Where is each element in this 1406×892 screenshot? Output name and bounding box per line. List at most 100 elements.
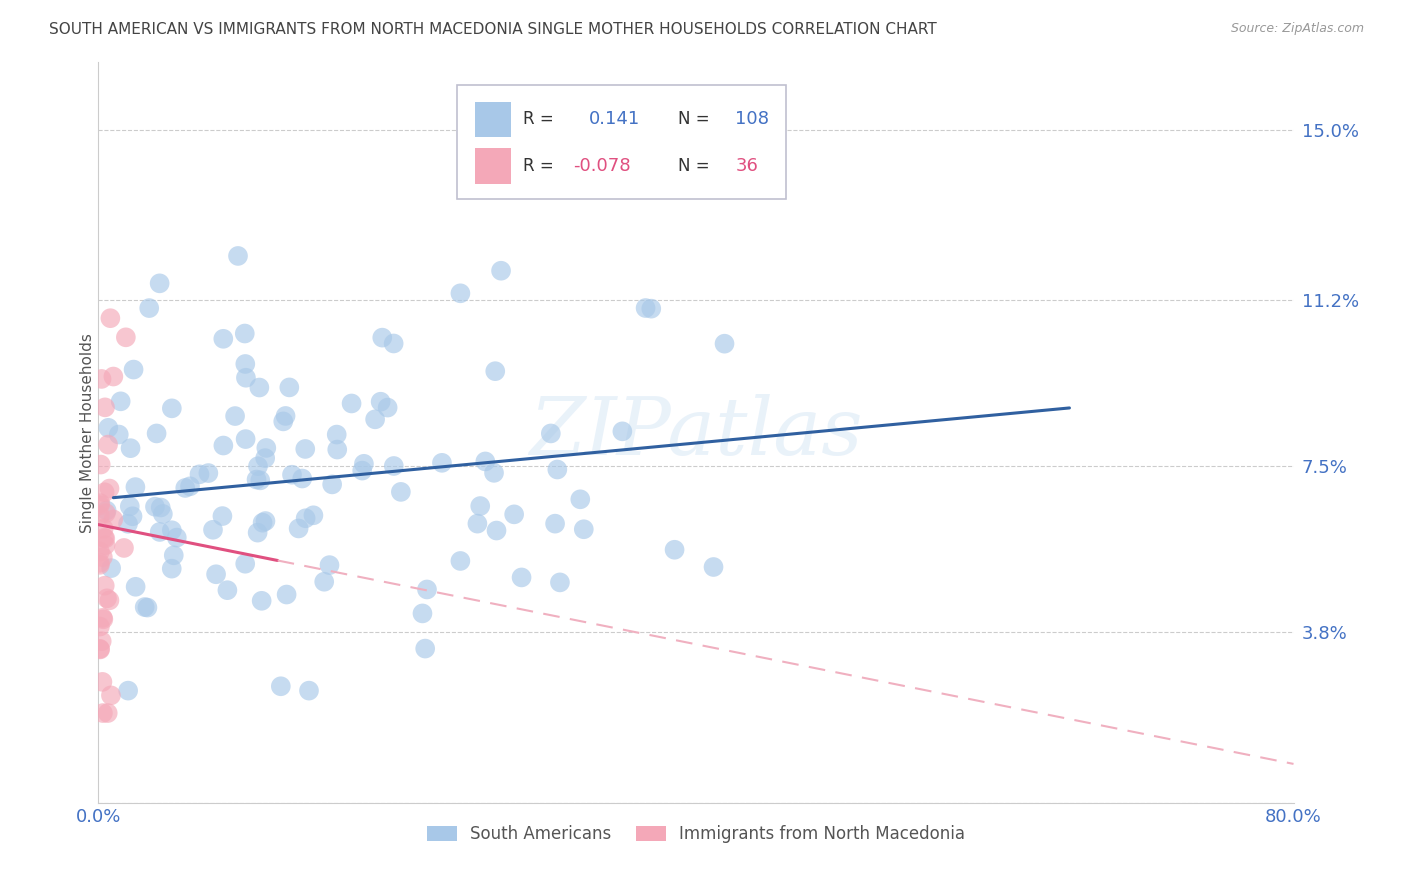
Point	[352, 464, 374, 478]
Point	[145, 426, 167, 441]
Point	[287, 521, 309, 535]
Point	[548, 575, 571, 590]
Point	[377, 401, 399, 415]
Point	[467, 516, 489, 531]
Point	[634, 301, 657, 315]
Point	[97, 437, 120, 451]
Point	[572, 522, 595, 536]
Text: Source: ZipAtlas.com: Source: ZipAtlas.com	[1230, 22, 1364, 36]
Point	[160, 561, 183, 575]
Point	[93, 531, 115, 545]
Point	[134, 600, 156, 615]
FancyBboxPatch shape	[457, 85, 786, 200]
Point	[370, 394, 392, 409]
Point	[382, 336, 405, 351]
Point	[291, 471, 314, 485]
Point	[540, 426, 562, 441]
Point	[91, 674, 114, 689]
Point	[89, 498, 111, 512]
Point	[124, 480, 146, 494]
Point	[416, 582, 439, 597]
Point	[281, 467, 304, 482]
Point	[91, 550, 114, 565]
Point	[163, 549, 186, 563]
Point	[246, 525, 269, 540]
Point	[179, 479, 201, 493]
Bar	[475, 148, 510, 184]
Point	[474, 454, 496, 468]
Point	[124, 580, 146, 594]
Point	[544, 516, 567, 531]
Point	[271, 414, 294, 428]
Point	[149, 500, 172, 515]
Point	[276, 588, 298, 602]
Point	[233, 357, 256, 371]
Text: R =: R =	[523, 157, 554, 175]
Point	[93, 522, 115, 536]
Text: SOUTH AMERICAN VS IMMIGRANTS FROM NORTH MACEDONIA SINGLE MOTHER HOUSEHOLDS CORRE: SOUTH AMERICAN VS IMMIGRANTS FROM NORTH …	[49, 22, 936, 37]
Point	[233, 557, 256, 571]
Point	[212, 438, 235, 452]
Point	[160, 523, 183, 537]
Point	[503, 508, 526, 522]
Point	[89, 544, 111, 558]
Point	[302, 508, 325, 523]
Point	[89, 619, 111, 633]
Point	[254, 451, 277, 466]
Bar	[475, 102, 510, 137]
Point	[235, 370, 257, 384]
Point	[612, 425, 634, 439]
Point	[98, 593, 121, 607]
Point	[278, 380, 301, 394]
Point	[160, 401, 183, 416]
Point	[149, 524, 172, 539]
Point	[94, 579, 117, 593]
Point	[97, 706, 120, 720]
Point	[254, 441, 277, 455]
Point	[97, 421, 120, 435]
Point	[340, 396, 363, 410]
Point	[364, 412, 387, 426]
Point	[569, 492, 592, 507]
Point	[89, 556, 111, 570]
Point	[118, 500, 141, 514]
Point	[224, 409, 246, 423]
Point	[247, 380, 270, 394]
Point	[217, 583, 239, 598]
Point	[93, 612, 115, 626]
Point	[371, 331, 394, 345]
Text: N =: N =	[678, 111, 710, 128]
Point	[98, 311, 122, 326]
Text: -0.078: -0.078	[572, 157, 630, 175]
Point	[149, 277, 172, 291]
Y-axis label: Single Mother Households: Single Mother Households	[80, 333, 94, 533]
Point	[89, 496, 111, 510]
Point	[254, 514, 277, 528]
Point	[120, 441, 142, 455]
Point	[90, 372, 112, 386]
Text: ZIPatlas: ZIPatlas	[529, 394, 863, 471]
Point	[326, 442, 349, 457]
Point	[211, 509, 233, 524]
Text: 36: 36	[735, 157, 758, 175]
Point	[510, 570, 533, 584]
Point	[98, 482, 121, 496]
Point	[449, 286, 471, 301]
Point	[250, 594, 273, 608]
Point	[298, 683, 321, 698]
Legend: South Americans, Immigrants from North Macedonia: South Americans, Immigrants from North M…	[420, 819, 972, 850]
Point	[90, 458, 112, 472]
Point	[411, 607, 433, 621]
Point	[100, 689, 122, 703]
Point	[197, 466, 219, 480]
Point	[90, 634, 112, 648]
Point	[91, 706, 114, 720]
Point	[413, 641, 436, 656]
Point	[484, 364, 506, 378]
Point	[233, 326, 256, 341]
Point	[94, 506, 117, 520]
Point	[270, 679, 292, 693]
Point	[152, 507, 174, 521]
Point	[382, 458, 405, 473]
Point	[100, 561, 122, 575]
